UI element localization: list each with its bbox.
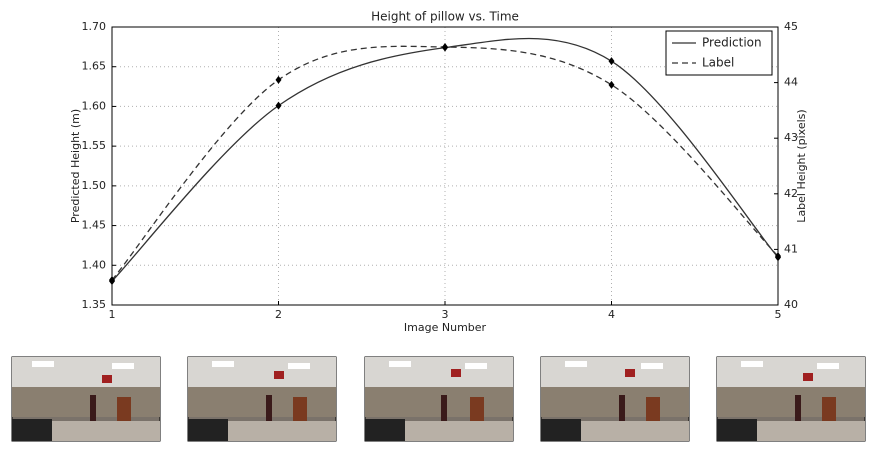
point-marker — [275, 101, 282, 110]
point-marker — [608, 80, 615, 89]
point-marker — [109, 275, 115, 284]
y-axis-label: Predicted Height (m) — [69, 109, 82, 223]
y-tick-label: 1.45 — [82, 219, 107, 232]
y-tick-label: 1.65 — [82, 60, 107, 73]
chart-title: Height of pillow vs. Time — [371, 10, 519, 24]
y2-tick-label: 42 — [784, 187, 798, 200]
legend-label: Label — [702, 56, 734, 70]
photo — [716, 356, 866, 442]
photo — [364, 356, 514, 442]
y-tick-label: 1.35 — [82, 298, 107, 311]
x-tick-label: 4 — [608, 308, 615, 321]
photos — [11, 356, 866, 442]
point-marker — [442, 43, 448, 52]
y2-tick-label: 44 — [784, 76, 798, 89]
photo — [187, 356, 337, 442]
x-tick-label: 1 — [109, 308, 116, 321]
y-tick-label: 1.60 — [82, 99, 107, 112]
y2-tick-label: 43 — [784, 131, 798, 144]
y2-tick-label: 45 — [784, 20, 798, 33]
x-tick-label: 3 — [442, 308, 449, 321]
y-tick-label: 1.50 — [82, 179, 107, 192]
y-tick-label: 1.40 — [82, 258, 107, 271]
y-tick-label: 1.55 — [82, 139, 107, 152]
point-marker — [275, 75, 282, 84]
x-tick-label: 5 — [775, 308, 782, 321]
y2-axis-label: Label Height (pixels) — [795, 109, 808, 222]
plot-frame — [111, 26, 779, 306]
y-tick-label: 1.70 — [82, 20, 107, 33]
y2-tick-label: 41 — [784, 242, 798, 255]
point-marker — [775, 252, 781, 261]
point-marker — [608, 57, 615, 66]
photo — [11, 356, 161, 442]
x-tick-label: 2 — [275, 308, 282, 321]
photo — [540, 356, 690, 442]
y2-tick-label: 40 — [784, 298, 798, 311]
x-axis-label: Image Number — [404, 321, 487, 334]
legend-box — [665, 30, 773, 76]
legend-label: Prediction — [702, 36, 762, 50]
